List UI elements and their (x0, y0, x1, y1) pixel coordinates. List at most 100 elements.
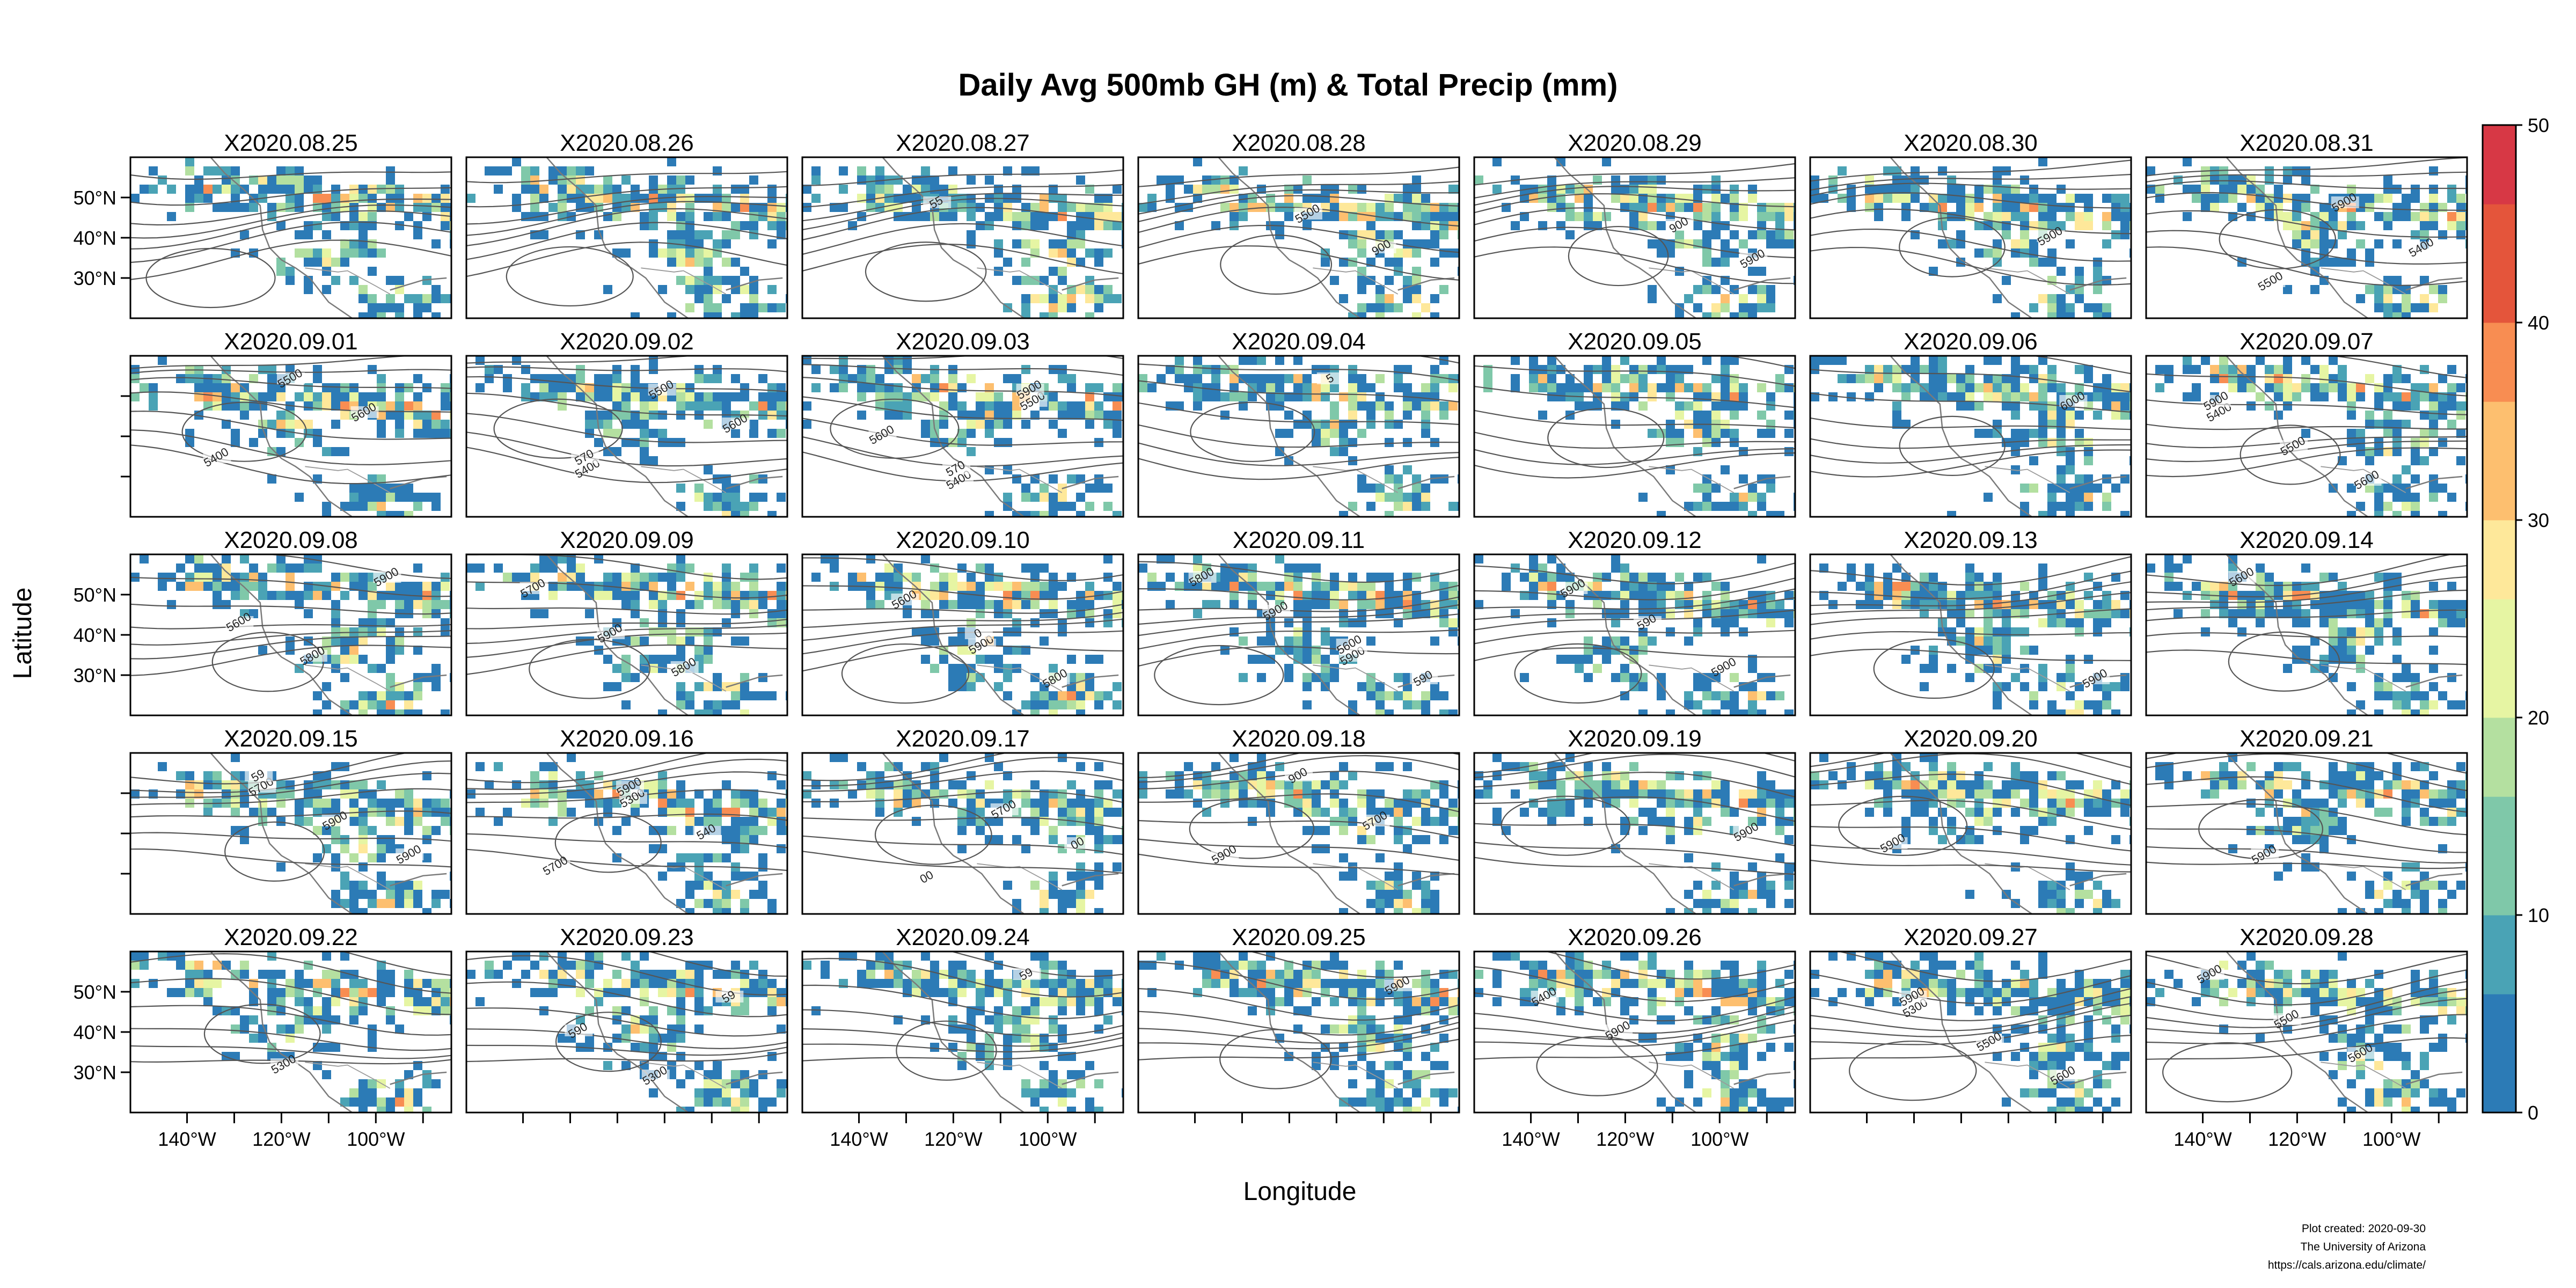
precip-cell (1330, 212, 1339, 221)
precip-cell (1403, 691, 1412, 700)
precip-cell (930, 789, 939, 799)
precip-cell (603, 447, 612, 456)
precip-cell (2319, 212, 2329, 221)
precip-cell (866, 194, 875, 203)
precip-cell (2420, 429, 2429, 438)
precip-cell (1702, 591, 1711, 600)
precip-cell (1956, 194, 1965, 203)
precip-cell (667, 312, 676, 318)
precip-cell (395, 276, 404, 285)
precip-cell (322, 392, 331, 401)
precip-cell (140, 554, 149, 564)
gh-contour (1138, 561, 1459, 583)
precip-cell (1248, 203, 1257, 212)
precip-cell (2456, 383, 2465, 392)
precip-cell (1357, 682, 1366, 691)
gulf-coastline (390, 873, 447, 887)
precip-cell (1021, 294, 1030, 303)
precip-cell (395, 691, 404, 700)
precip-cell (1929, 664, 1938, 673)
precip-cell (2038, 194, 2047, 203)
precip-cell (349, 582, 358, 591)
gh-contour (2146, 171, 2467, 183)
precip-cell (1730, 383, 1739, 392)
precip-cell (2057, 465, 2066, 474)
precip-cell (667, 789, 676, 799)
gh-contour (1810, 208, 2131, 235)
precip-cell (1993, 573, 2002, 582)
precip-cell (1147, 582, 1157, 591)
precip-cell (2102, 194, 2111, 203)
precip-cell (1375, 484, 1385, 493)
precip-cell (1012, 709, 1021, 715)
precip-cell (2420, 212, 2429, 221)
precip-cell (1629, 591, 1638, 600)
gh-contour (1138, 225, 1459, 253)
precip-cell (413, 374, 422, 383)
precip-cell (658, 655, 667, 664)
precip-cell (2283, 175, 2292, 185)
panel-title: X2020.08.31 (2240, 130, 2374, 156)
precip-cell (704, 646, 713, 655)
precip-cell (576, 771, 585, 780)
precip-cell (530, 564, 539, 573)
precip-cell (539, 789, 548, 799)
precip-cell (2310, 636, 2319, 646)
precip-cell (1302, 383, 1312, 392)
precip-cell (1113, 682, 1122, 691)
precip-cell (2347, 511, 2356, 517)
precip-cell (267, 374, 276, 383)
precip-cell (713, 203, 722, 212)
precip-cell (2319, 258, 2329, 267)
precip-cell (1403, 194, 1412, 203)
precip-cell (713, 392, 722, 401)
precip-cell (1357, 582, 1366, 591)
precip-cell (2219, 365, 2228, 374)
precip-cell (1394, 474, 1403, 484)
precip-cell (1965, 383, 1974, 392)
precip-cell (704, 420, 713, 429)
precip-cell (1330, 411, 1339, 420)
precip-cell (875, 185, 884, 194)
precip-cell (884, 356, 894, 365)
precip-cell (1058, 799, 1067, 808)
precip-cell (286, 203, 295, 212)
precip-cell (1076, 285, 1085, 294)
precip-cell (2356, 438, 2365, 447)
precip-cell (349, 881, 358, 890)
precip-cell (2038, 511, 2047, 517)
precip-cell (894, 789, 903, 799)
precip-cell (530, 175, 539, 185)
precip-cell (1675, 438, 1684, 447)
precip-cell (1702, 682, 1711, 691)
precip-cell (749, 303, 758, 312)
precip-cell (1730, 502, 1739, 511)
precip-cell (621, 591, 631, 600)
precip-cell (1076, 899, 1085, 908)
precip-cell (576, 564, 585, 573)
precip-cell (704, 709, 713, 715)
precip-cell (1184, 383, 1193, 392)
precip-cell (2447, 401, 2456, 411)
precip-cell (2183, 212, 2192, 221)
precip-cell (1284, 664, 1293, 673)
precip-cell (731, 312, 740, 318)
precip-cell (2411, 185, 2420, 194)
precip-cell (395, 411, 404, 420)
precip-cell (2075, 493, 2084, 502)
precip-cell (1956, 609, 1965, 618)
precip-cell (1575, 383, 1584, 392)
precip-cell (313, 591, 322, 600)
precip-cell (1784, 618, 1794, 627)
precip-cell (1021, 365, 1030, 374)
precip-cell (340, 194, 349, 203)
precip-cell (431, 582, 441, 591)
precip-cell (2329, 212, 2338, 221)
gh-contour (2146, 230, 2467, 265)
precip-cell (2237, 609, 2246, 618)
precip-cell (2274, 185, 2283, 194)
precip-cell (1828, 175, 1838, 185)
contour-label-bg (299, 650, 327, 662)
precip-cell (1538, 365, 1547, 374)
